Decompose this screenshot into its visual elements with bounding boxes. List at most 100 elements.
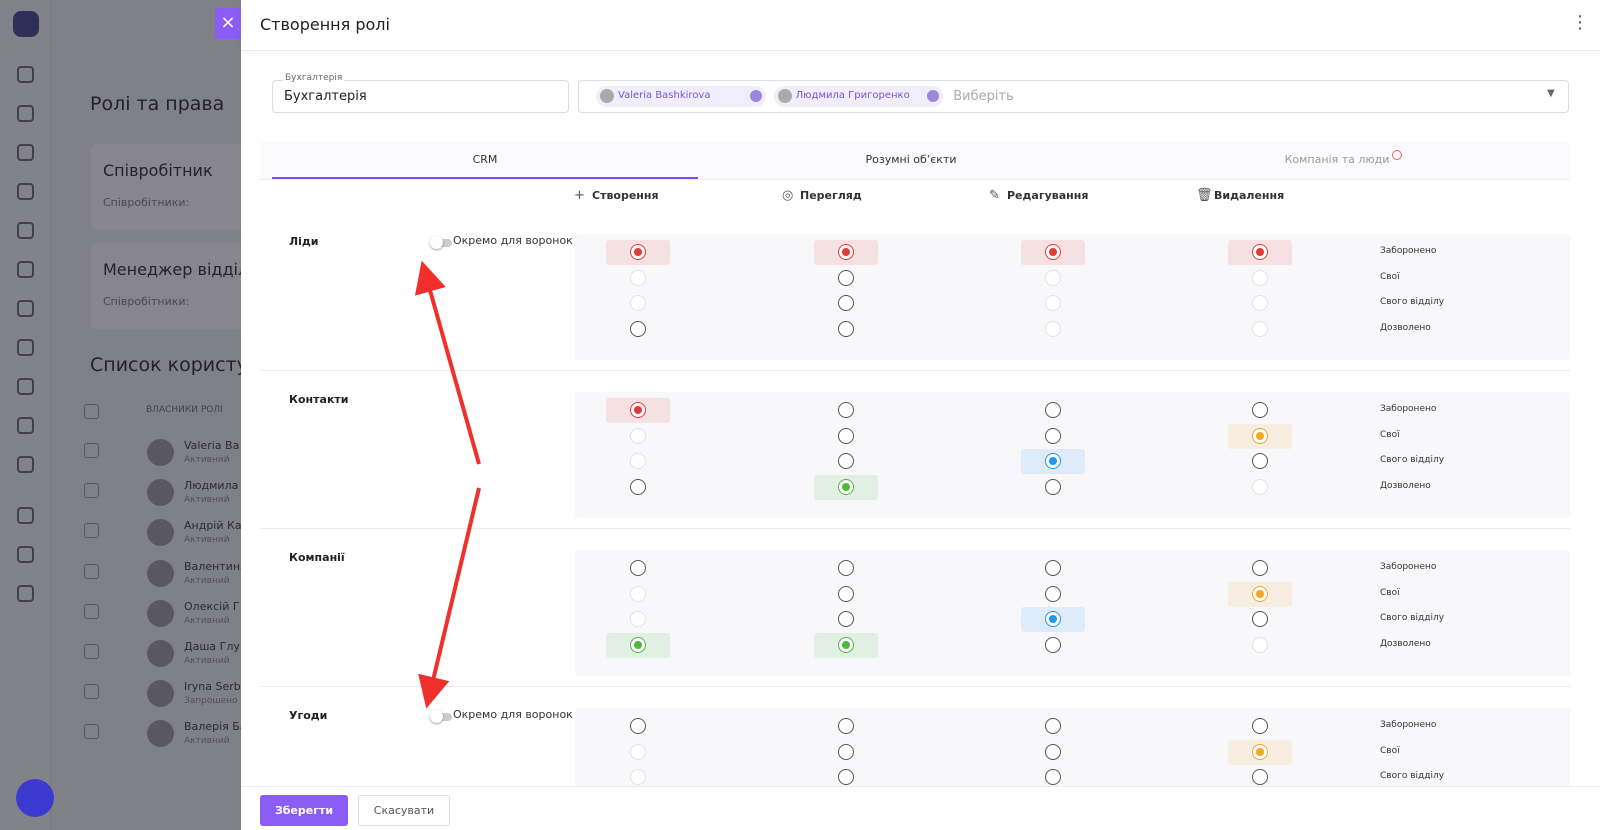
radio-dot (1256, 589, 1264, 598)
radio[interactable] (1252, 560, 1268, 576)
radio[interactable] (1252, 769, 1268, 786)
section-name: Угоди (289, 709, 328, 722)
modal-header (241, 0, 1600, 51)
radio (630, 743, 646, 760)
radio (1252, 637, 1268, 654)
level-label: Дозволено (1380, 639, 1431, 650)
radio[interactable] (1252, 402, 1268, 418)
cancel-button[interactable]: Скасувати (358, 795, 450, 826)
section-panel (575, 234, 1570, 360)
toggle-label: Окремо для воронок (453, 234, 573, 247)
radio[interactable] (838, 560, 854, 576)
radio (1045, 269, 1061, 286)
action-header: Редагування (1007, 189, 1089, 202)
radio[interactable] (838, 321, 854, 338)
radio[interactable] (1045, 479, 1061, 496)
radio[interactable] (838, 269, 854, 286)
permissions-area: + Створення ◎ Перегляд ✎ Редагування 🗑 Видаленн… (260, 180, 1570, 786)
tab-bar (260, 142, 1570, 180)
radio-dot (1256, 747, 1264, 756)
level-label: Свої (1380, 745, 1400, 756)
toggle-label: Окремо для воронок (453, 708, 573, 721)
more-menu[interactable]: ⋮ (1571, 12, 1589, 33)
modal: Створення ролі ⋮ Бухгалтерія Бухгалтерія V… (241, 0, 1600, 830)
radio (630, 585, 646, 602)
members-field[interactable] (578, 80, 1569, 113)
radio[interactable] (1045, 637, 1061, 654)
section-panel (575, 708, 1570, 786)
action-header: Перегляд (800, 189, 862, 202)
radio[interactable] (1045, 402, 1061, 418)
radio[interactable] (1045, 769, 1061, 786)
radio (1045, 295, 1061, 312)
tab[interactable]: CRM (472, 153, 498, 166)
chip-remove[interactable] (927, 90, 940, 102)
radio (630, 611, 646, 628)
radio-dot (634, 641, 642, 650)
radio (630, 769, 646, 786)
toggle-knob (430, 236, 443, 249)
radio-dot (842, 641, 850, 650)
radio[interactable] (1252, 718, 1268, 734)
tab[interactable]: Компанія та люди (1284, 153, 1390, 166)
radio[interactable] (838, 743, 854, 760)
radio (630, 269, 646, 286)
radio[interactable] (1252, 611, 1268, 628)
level-label: Свої (1380, 587, 1400, 598)
section-name: Ліди (289, 235, 319, 248)
level-label: Свого відділу (1380, 455, 1445, 466)
tab-badge (1392, 150, 1402, 160)
radio-dot (1049, 457, 1057, 466)
radio[interactable] (630, 479, 646, 496)
radio[interactable] (838, 402, 854, 418)
toggle-knob (430, 710, 443, 723)
close-button[interactable]: × (215, 8, 241, 39)
chip-remove[interactable] (749, 90, 762, 102)
level-label: Заборонено (1380, 720, 1437, 730)
chat-button[interactable] (16, 779, 54, 817)
radio[interactable] (838, 585, 854, 602)
chip-avatar (777, 89, 792, 103)
radio-dot (634, 406, 642, 414)
member-chip (596, 86, 766, 107)
radio[interactable] (1045, 585, 1061, 602)
dropdown-caret: ▼ (1547, 88, 1555, 99)
radio[interactable] (1252, 453, 1268, 470)
level-label: Свого відділу (1380, 771, 1445, 782)
radio[interactable] (630, 321, 646, 338)
radio-dot (1256, 248, 1264, 256)
radio[interactable] (838, 453, 854, 470)
save-button[interactable]: Зберегти (260, 795, 348, 826)
role-field[interactable] (272, 80, 569, 113)
action-header: Видалення (1214, 189, 1285, 202)
radio[interactable] (1045, 718, 1061, 734)
chip-label: Людмила Григоренко (795, 90, 910, 101)
radio[interactable] (1045, 427, 1061, 444)
radio (1252, 479, 1268, 496)
level-label: Дозволено (1380, 481, 1431, 492)
level-label: Заборонено (1380, 562, 1437, 572)
tab[interactable]: Розумні об’єкти (865, 153, 957, 166)
action-icon: ✎ (989, 188, 1000, 203)
radio[interactable] (630, 560, 646, 576)
section-separator (260, 686, 1570, 687)
radio[interactable] (838, 427, 854, 444)
radio[interactable] (1045, 743, 1061, 760)
radio (1045, 321, 1061, 338)
chip-label: Valeria Bashkirova (618, 90, 711, 101)
tab-underline (272, 177, 698, 179)
level-label: Свої (1380, 271, 1400, 282)
radio[interactable] (838, 718, 854, 734)
radio[interactable] (838, 295, 854, 312)
role-field-label: Бухгалтерія (283, 73, 345, 83)
section-panel (575, 550, 1570, 676)
radio-dot (842, 483, 850, 492)
level-label: Заборонено (1380, 404, 1437, 414)
section-name: Контакти (289, 393, 349, 406)
radio[interactable] (838, 769, 854, 786)
radio[interactable] (838, 611, 854, 628)
radio[interactable] (1045, 560, 1061, 576)
action-header: Створення (592, 189, 659, 202)
radio[interactable] (630, 718, 646, 734)
